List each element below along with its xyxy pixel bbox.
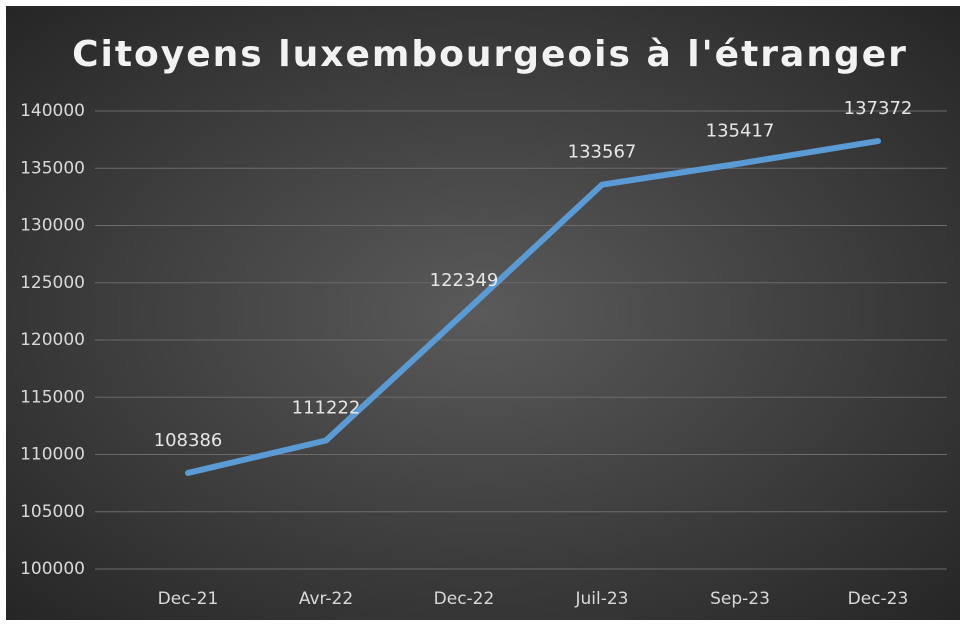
y-tick-label: 115000 xyxy=(20,387,85,407)
y-tick-label: 120000 xyxy=(20,330,85,350)
y-tick-label: 105000 xyxy=(20,502,85,522)
data-line xyxy=(185,138,881,476)
x-tick-label: Dec-22 xyxy=(434,589,495,609)
y-tick-label: 110000 xyxy=(20,445,85,465)
y-tick-label: 125000 xyxy=(20,273,85,293)
x-tick-label: Avr-22 xyxy=(299,589,353,609)
data-label: 108386 xyxy=(154,430,223,451)
chart-background xyxy=(6,6,960,620)
data-label: 111222 xyxy=(292,398,361,419)
data-label: 137372 xyxy=(844,98,913,119)
chart-title: Citoyens luxembourgeois à l'étranger xyxy=(72,34,908,75)
x-tick-label: Dec-21 xyxy=(158,589,219,609)
x-tick-label: Juil-23 xyxy=(574,589,628,609)
y-tick-label: 130000 xyxy=(20,216,85,236)
data-label: 122349 xyxy=(430,270,499,291)
y-tick-label: 140000 xyxy=(20,101,85,121)
data-label: 135417 xyxy=(706,120,775,141)
x-tick-label: Sep-23 xyxy=(710,589,770,609)
y-tick-label: 135000 xyxy=(20,158,85,178)
data-label: 133567 xyxy=(568,142,637,163)
x-tick-label: Dec-23 xyxy=(848,589,909,609)
y-tick-label: 100000 xyxy=(20,559,85,579)
